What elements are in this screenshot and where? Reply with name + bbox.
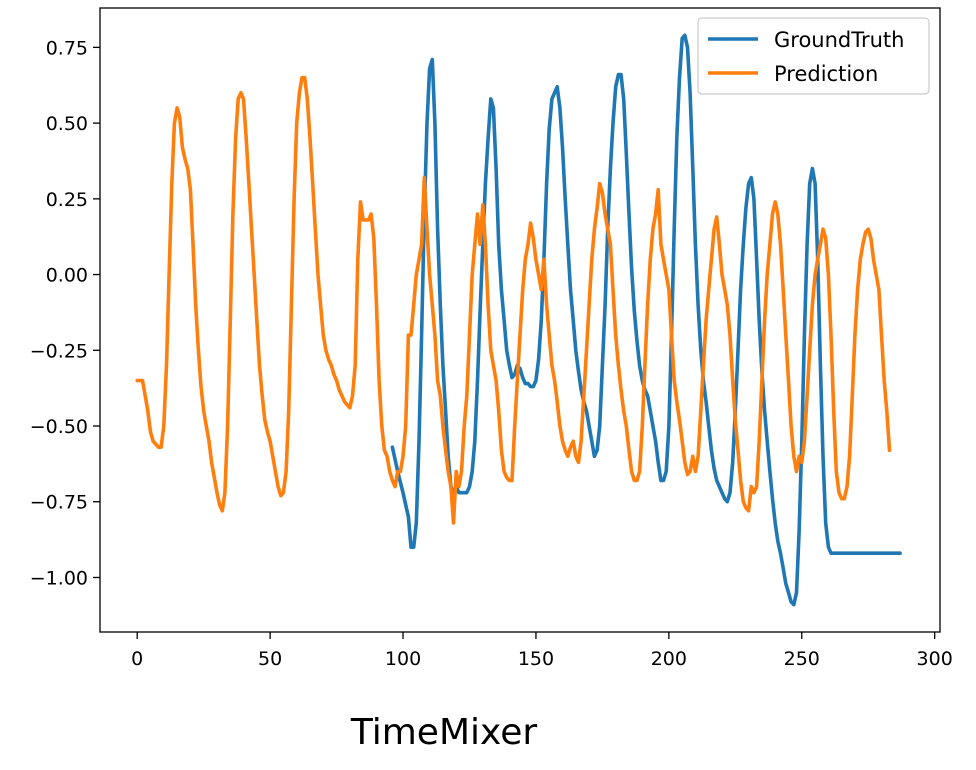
y-tick-label: 0.25 bbox=[46, 189, 88, 211]
series-line-groundtruth bbox=[390, 33, 902, 607]
legend-label-groundtruth: GroundTruth bbox=[774, 28, 904, 52]
y-tick-label: 0.50 bbox=[46, 113, 88, 135]
x-axis: 0 50 100 150 200 250 300 bbox=[131, 632, 953, 670]
x-tick-label: 250 bbox=[784, 648, 820, 670]
x-tick-label: 100 bbox=[385, 648, 421, 670]
figure-caption: TimeMixer bbox=[350, 712, 538, 753]
plot-frame bbox=[99, 7, 941, 633]
legend: GroundTruth Prediction bbox=[697, 17, 930, 95]
y-tick-label: −0.25 bbox=[30, 340, 88, 362]
y-tick-label: −0.75 bbox=[30, 492, 88, 514]
x-tick-label: 0 bbox=[131, 648, 143, 670]
y-tick-label: −1.00 bbox=[30, 567, 88, 589]
x-tick-label: 300 bbox=[917, 648, 953, 670]
x-tick-label: 50 bbox=[258, 648, 282, 670]
series-layer bbox=[135, 33, 902, 607]
x-tick-label: 150 bbox=[518, 648, 554, 670]
series-line-prediction bbox=[135, 75, 892, 525]
y-tick-label: −0.50 bbox=[30, 416, 88, 438]
y-tick-label: 0.00 bbox=[46, 265, 88, 287]
line-chart: 0 50 100 150 200 250 300 0.75 0.50 0.25 0.00 −0.25… bbox=[30, 7, 953, 670]
legend-label-prediction: Prediction bbox=[774, 62, 878, 86]
x-tick-label: 200 bbox=[651, 648, 687, 670]
y-tick-label: 0.75 bbox=[46, 37, 88, 59]
y-axis: 0.75 0.50 0.25 0.00 −0.25 −0.50 −0.75 −1.00 bbox=[30, 37, 100, 589]
legend-box bbox=[697, 17, 930, 95]
